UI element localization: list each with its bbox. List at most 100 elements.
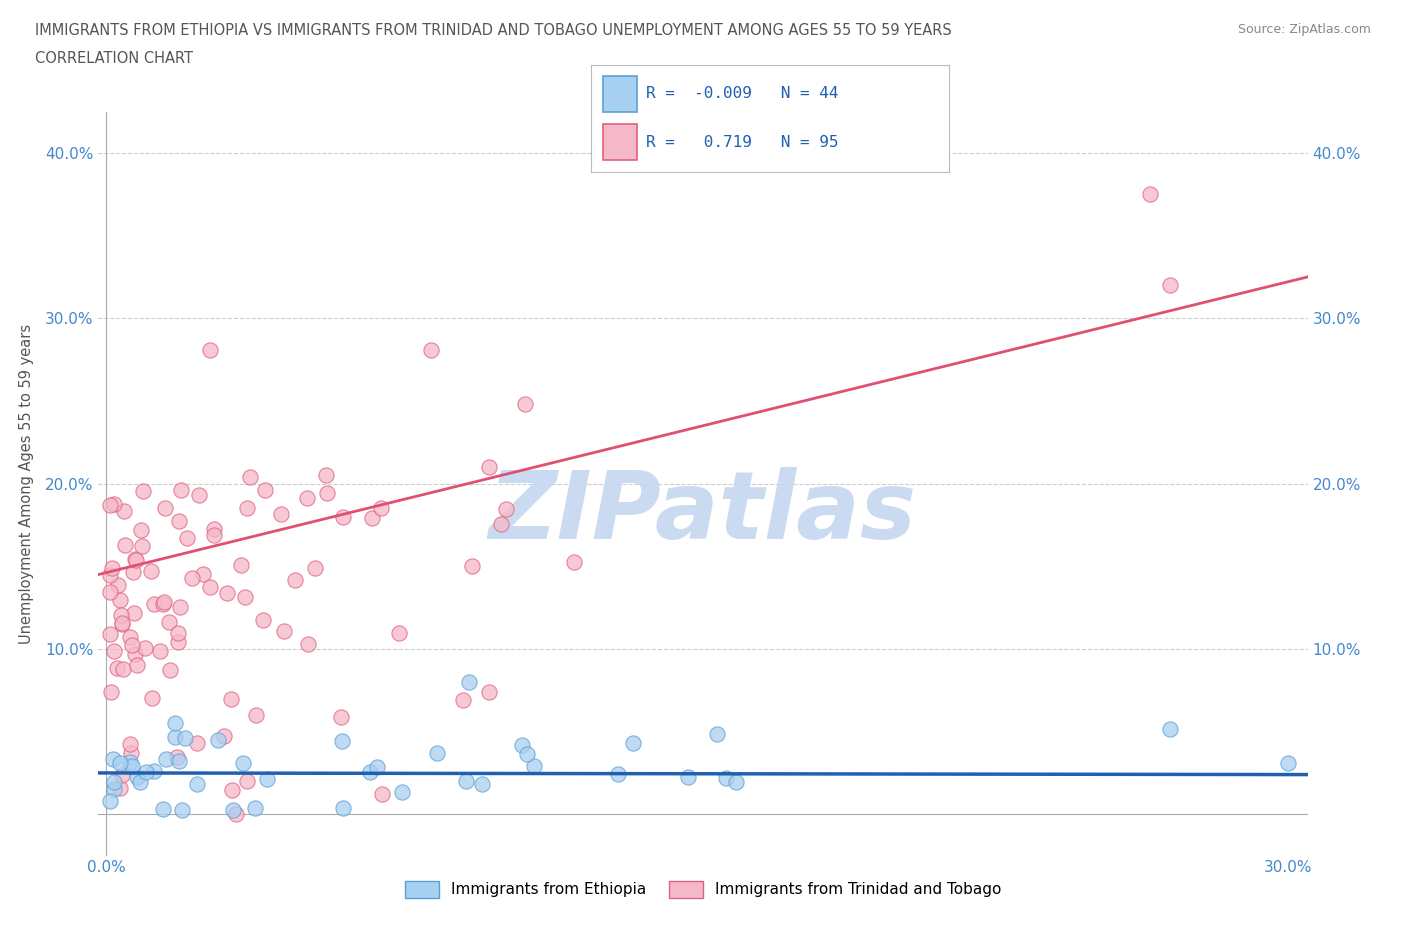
Point <box>114 538 136 552</box>
Point <box>176 530 198 545</box>
Point <box>332 733 354 748</box>
Point <box>118 754 141 769</box>
Point <box>143 597 166 612</box>
Point <box>118 737 141 751</box>
Point <box>245 801 267 816</box>
Point <box>207 733 229 748</box>
Point <box>270 507 292 522</box>
Point <box>152 802 174 817</box>
Point <box>98 568 121 583</box>
Point <box>304 561 326 576</box>
Point <box>621 736 644 751</box>
Point <box>111 767 134 782</box>
Point <box>256 772 278 787</box>
Point <box>141 691 163 706</box>
Point <box>419 342 441 357</box>
Point <box>371 787 394 802</box>
Text: R =  -0.009   N = 44: R = -0.009 N = 44 <box>647 86 838 101</box>
Point <box>1139 187 1161 202</box>
Point <box>107 578 129 592</box>
Point <box>458 675 481 690</box>
Point <box>225 807 247 822</box>
Point <box>98 626 121 641</box>
Point <box>153 594 176 609</box>
Point <box>516 747 538 762</box>
Point <box>111 616 134 631</box>
Point <box>98 498 121 512</box>
Point <box>233 590 256 604</box>
Point <box>297 636 319 651</box>
Point <box>131 538 153 553</box>
Point <box>100 561 122 576</box>
Point <box>166 750 188 764</box>
Point <box>152 597 174 612</box>
Point <box>110 607 132 622</box>
Point <box>284 573 307 588</box>
Point <box>100 684 122 699</box>
Point <box>706 726 728 741</box>
Point <box>204 522 226 537</box>
Point <box>245 708 267 723</box>
Point <box>180 570 202 585</box>
Text: CORRELATION CHART: CORRELATION CHART <box>35 51 193 66</box>
Point <box>118 630 141 644</box>
Point <box>607 766 630 781</box>
Point <box>108 780 131 795</box>
Point <box>167 634 190 649</box>
Point <box>478 684 501 699</box>
FancyBboxPatch shape <box>603 124 637 160</box>
Point <box>370 500 392 515</box>
Point <box>510 737 533 752</box>
Legend: Immigrants from Ethiopia, Immigrants from Trinidad and Tobago: Immigrants from Ethiopia, Immigrants fro… <box>399 875 1007 904</box>
Point <box>239 470 262 485</box>
Point <box>101 751 124 766</box>
Point <box>125 553 148 568</box>
Point <box>188 488 211 503</box>
Point <box>139 564 162 578</box>
Point <box>149 644 172 658</box>
Point <box>142 764 165 778</box>
Point <box>167 625 190 640</box>
Point <box>122 605 145 620</box>
Point <box>219 691 242 706</box>
Point <box>332 510 354 525</box>
Point <box>332 800 354 815</box>
Text: ZIPatlas: ZIPatlas <box>489 468 917 559</box>
Point <box>454 774 477 789</box>
Point <box>478 460 501 475</box>
Point <box>169 600 191 615</box>
Point <box>193 566 215 581</box>
Point <box>103 781 125 796</box>
Point <box>202 528 225 543</box>
Point <box>360 511 382 525</box>
Point <box>112 661 135 676</box>
Point <box>124 647 146 662</box>
Point <box>121 638 143 653</box>
Point <box>1159 722 1181 737</box>
Point <box>1277 756 1299 771</box>
Point <box>98 793 121 808</box>
Point <box>725 775 748 790</box>
Point <box>229 557 252 572</box>
Point <box>359 765 381 780</box>
Point <box>110 755 132 770</box>
Point <box>111 616 134 631</box>
Point <box>232 756 254 771</box>
Point <box>236 774 259 789</box>
Point <box>125 770 148 785</box>
Point <box>127 658 149 672</box>
Point <box>273 623 295 638</box>
Point <box>329 710 352 724</box>
Point <box>167 514 190 529</box>
Point <box>163 729 186 744</box>
Point <box>562 555 585 570</box>
Point <box>315 468 337 483</box>
Point <box>1159 278 1181 293</box>
Point <box>98 584 121 599</box>
Point <box>135 764 157 779</box>
Point <box>471 777 494 792</box>
Point <box>186 777 208 791</box>
Point <box>155 752 177 767</box>
Text: IMMIGRANTS FROM ETHIOPIA VS IMMIGRANTS FROM TRINIDAD AND TOBAGO UNEMPLOYMENT AMO: IMMIGRANTS FROM ETHIOPIA VS IMMIGRANTS F… <box>35 23 952 38</box>
Point <box>157 614 180 629</box>
